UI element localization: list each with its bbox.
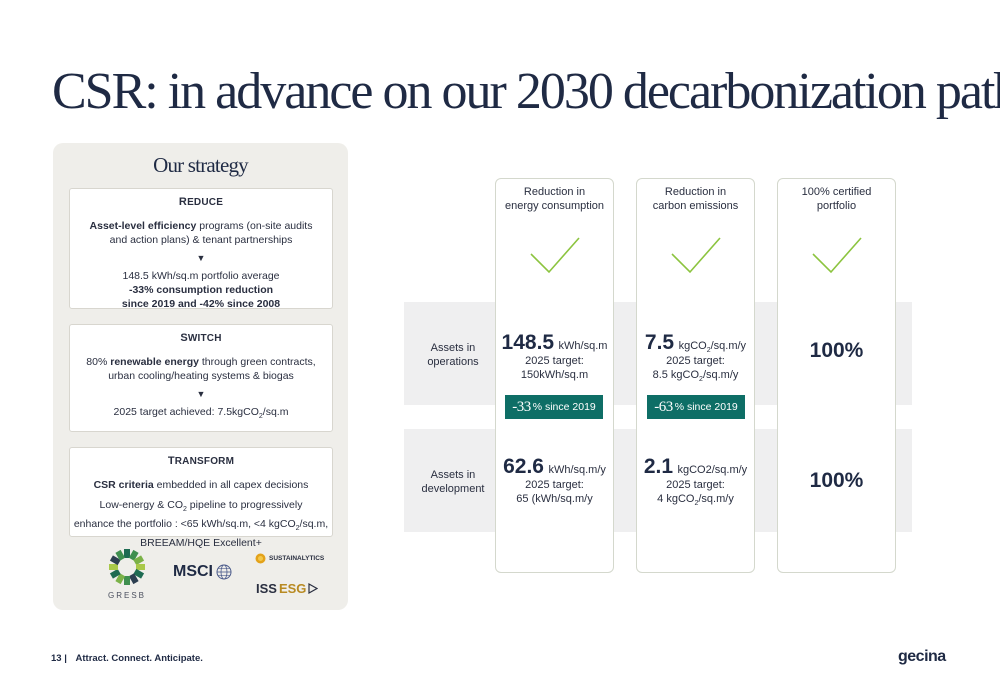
- switch-line-2: urban cooling/heating systems & biogas: [108, 370, 294, 382]
- transform-line-2: Low-energy & CO2 pipeline to progressive…: [99, 499, 303, 514]
- reduce-box: REDUCE Asset-level efficiency programs (…: [69, 188, 333, 310]
- transform-heading: TRANSFORM: [167, 455, 235, 467]
- ops-energy-target-value: 150kWh/sq.m: [520, 368, 589, 381]
- ops-carbon-value: 7.5: [644, 331, 675, 354]
- gresb-icon: [109, 549, 145, 585]
- rating-logos: GRESB MSCI SUSTAINALYTICS ISS ESG: [53, 541, 348, 606]
- ops-cert-value: 100%: [809, 339, 864, 362]
- ops-carbon-cell: 7.5 kgCO2/sq.m/y 2025 target: 8.5 kgCO2/…: [636, 331, 755, 386]
- iss-esg-logo: ISS ESG: [256, 581, 319, 596]
- dev-carbon-target-label: 2025 target:: [666, 479, 725, 491]
- transform-line-3: enhance the portfolio : <65 kWh/sq.m, <4…: [73, 518, 329, 533]
- certified-column: 100% certified portfolio: [777, 178, 896, 573]
- energy-column-header: Reduction in energy consumption: [504, 186, 605, 212]
- checkmark-icon: [529, 237, 580, 274]
- down-arrow-icon: ▼: [196, 389, 206, 399]
- brand-logo: gecina: [898, 648, 946, 665]
- ops-carbon-target-label: 2025 target:: [666, 355, 725, 367]
- transform-box: TRANSFORM CSR criteria embedded in all c…: [69, 447, 333, 549]
- dev-energy-unit: kWh/sq.m/y: [548, 464, 606, 476]
- dev-cert-cell: 100%: [777, 469, 896, 493]
- slide-title: CSR: in advance on our 2030 decarbonizat…: [52, 63, 1000, 120]
- switch-line-3: 2025 target achieved: 7.5kgCO2/sq.m: [113, 406, 289, 421]
- ops-energy-badge: -33% since 2019: [505, 395, 603, 419]
- footer-tagline: Attract. Connect. Anticipate.: [75, 653, 203, 664]
- dev-cert-value: 100%: [809, 469, 864, 492]
- row-label-development: Assets in development: [421, 469, 485, 495]
- dev-energy-value: 62.6: [503, 455, 544, 478]
- page-number: 13 |: [51, 653, 67, 664]
- sustainalytics-logo: SUSTAINALYTICS: [255, 553, 324, 564]
- reduce-line-1: Asset-level efficiency programs (on-site…: [89, 220, 313, 232]
- certified-column-header: 100% certified portfolio: [801, 186, 872, 212]
- dev-energy-target-value: 65 (kWh/sq.m/y: [516, 492, 593, 505]
- dev-carbon-target-value: 4 kgCO2/sq.m/y: [657, 492, 734, 507]
- reduce-line-2: and action plans) & tenant partnerships: [109, 234, 293, 246]
- ops-cert-cell: 100%: [777, 339, 896, 363]
- checkmark-icon: [811, 237, 862, 274]
- dev-energy-target-label: 2025 target:: [525, 479, 584, 491]
- dev-carbon-value: 2.1: [643, 455, 674, 478]
- carbon-column-header: Reduction in carbon emissions: [652, 186, 739, 212]
- reduce-line-3: 148.5 kWh/sq.m portfolio average: [122, 270, 280, 282]
- gresb-logo: [107, 547, 147, 592]
- ops-carbon-unit: kgCO2/sq.m/y: [678, 340, 747, 355]
- globe-icon: [216, 564, 232, 580]
- ops-energy-value: 148.5: [501, 331, 555, 354]
- energy-column: Reduction in energy consumption: [495, 178, 614, 573]
- carbon-column: Reduction in carbon emissions: [636, 178, 755, 573]
- ops-energy-target-label: 2025 target:: [525, 355, 584, 367]
- ops-carbon-badge: -63% since 2019: [647, 395, 745, 419]
- down-arrow-icon: ▼: [196, 253, 206, 263]
- sun-icon: [255, 553, 266, 564]
- reduce-line-4: -33% consumption reduction: [128, 284, 274, 296]
- msci-logo: MSCI: [173, 563, 232, 581]
- dev-carbon-unit: kgCO2/sq.m/y: [677, 464, 748, 476]
- gresb-label: GRESB: [107, 591, 146, 600]
- strategy-title: Our strategy: [153, 153, 249, 177]
- ops-energy-cell: 148.5 kWh/sq.m 2025 target: 150kWh/sq.m: [495, 331, 614, 382]
- switch-heading: SWITCH: [180, 332, 222, 344]
- ops-energy-unit: kWh/sq.m: [558, 340, 608, 352]
- ops-carbon-target-value: 8.5 kgCO2/sq.m/y: [652, 368, 739, 383]
- switch-line-1: 80% renewable energy through green contr…: [86, 356, 316, 368]
- transform-line-1: CSR criteria embedded in all capex decis…: [93, 479, 309, 491]
- reduce-line-5: since 2019 and -42% since 2008: [121, 298, 281, 310]
- switch-box: SWITCH 80% renewable energy through gree…: [69, 324, 333, 432]
- dev-carbon-cell: 2.1 kgCO2/sq.m/y 2025 target: 4 kgCO2/sq…: [636, 455, 755, 510]
- strategy-panel: Our strategy REDUCE Asset-level efficien…: [53, 143, 348, 610]
- play-arrow-icon: [308, 583, 319, 594]
- footer: 13 | Attract. Connect. Anticipate.: [51, 653, 203, 664]
- transform-line-4: BREEAM/HQE Excellent+: [140, 537, 262, 550]
- row-label-operations: Assets in operations: [427, 342, 479, 368]
- dev-energy-cell: 62.6 kWh/sq.m/y 2025 target: 65 (kWh/sq.…: [495, 455, 614, 506]
- checkmark-icon: [670, 237, 721, 274]
- reduce-heading: REDUCE: [178, 196, 224, 208]
